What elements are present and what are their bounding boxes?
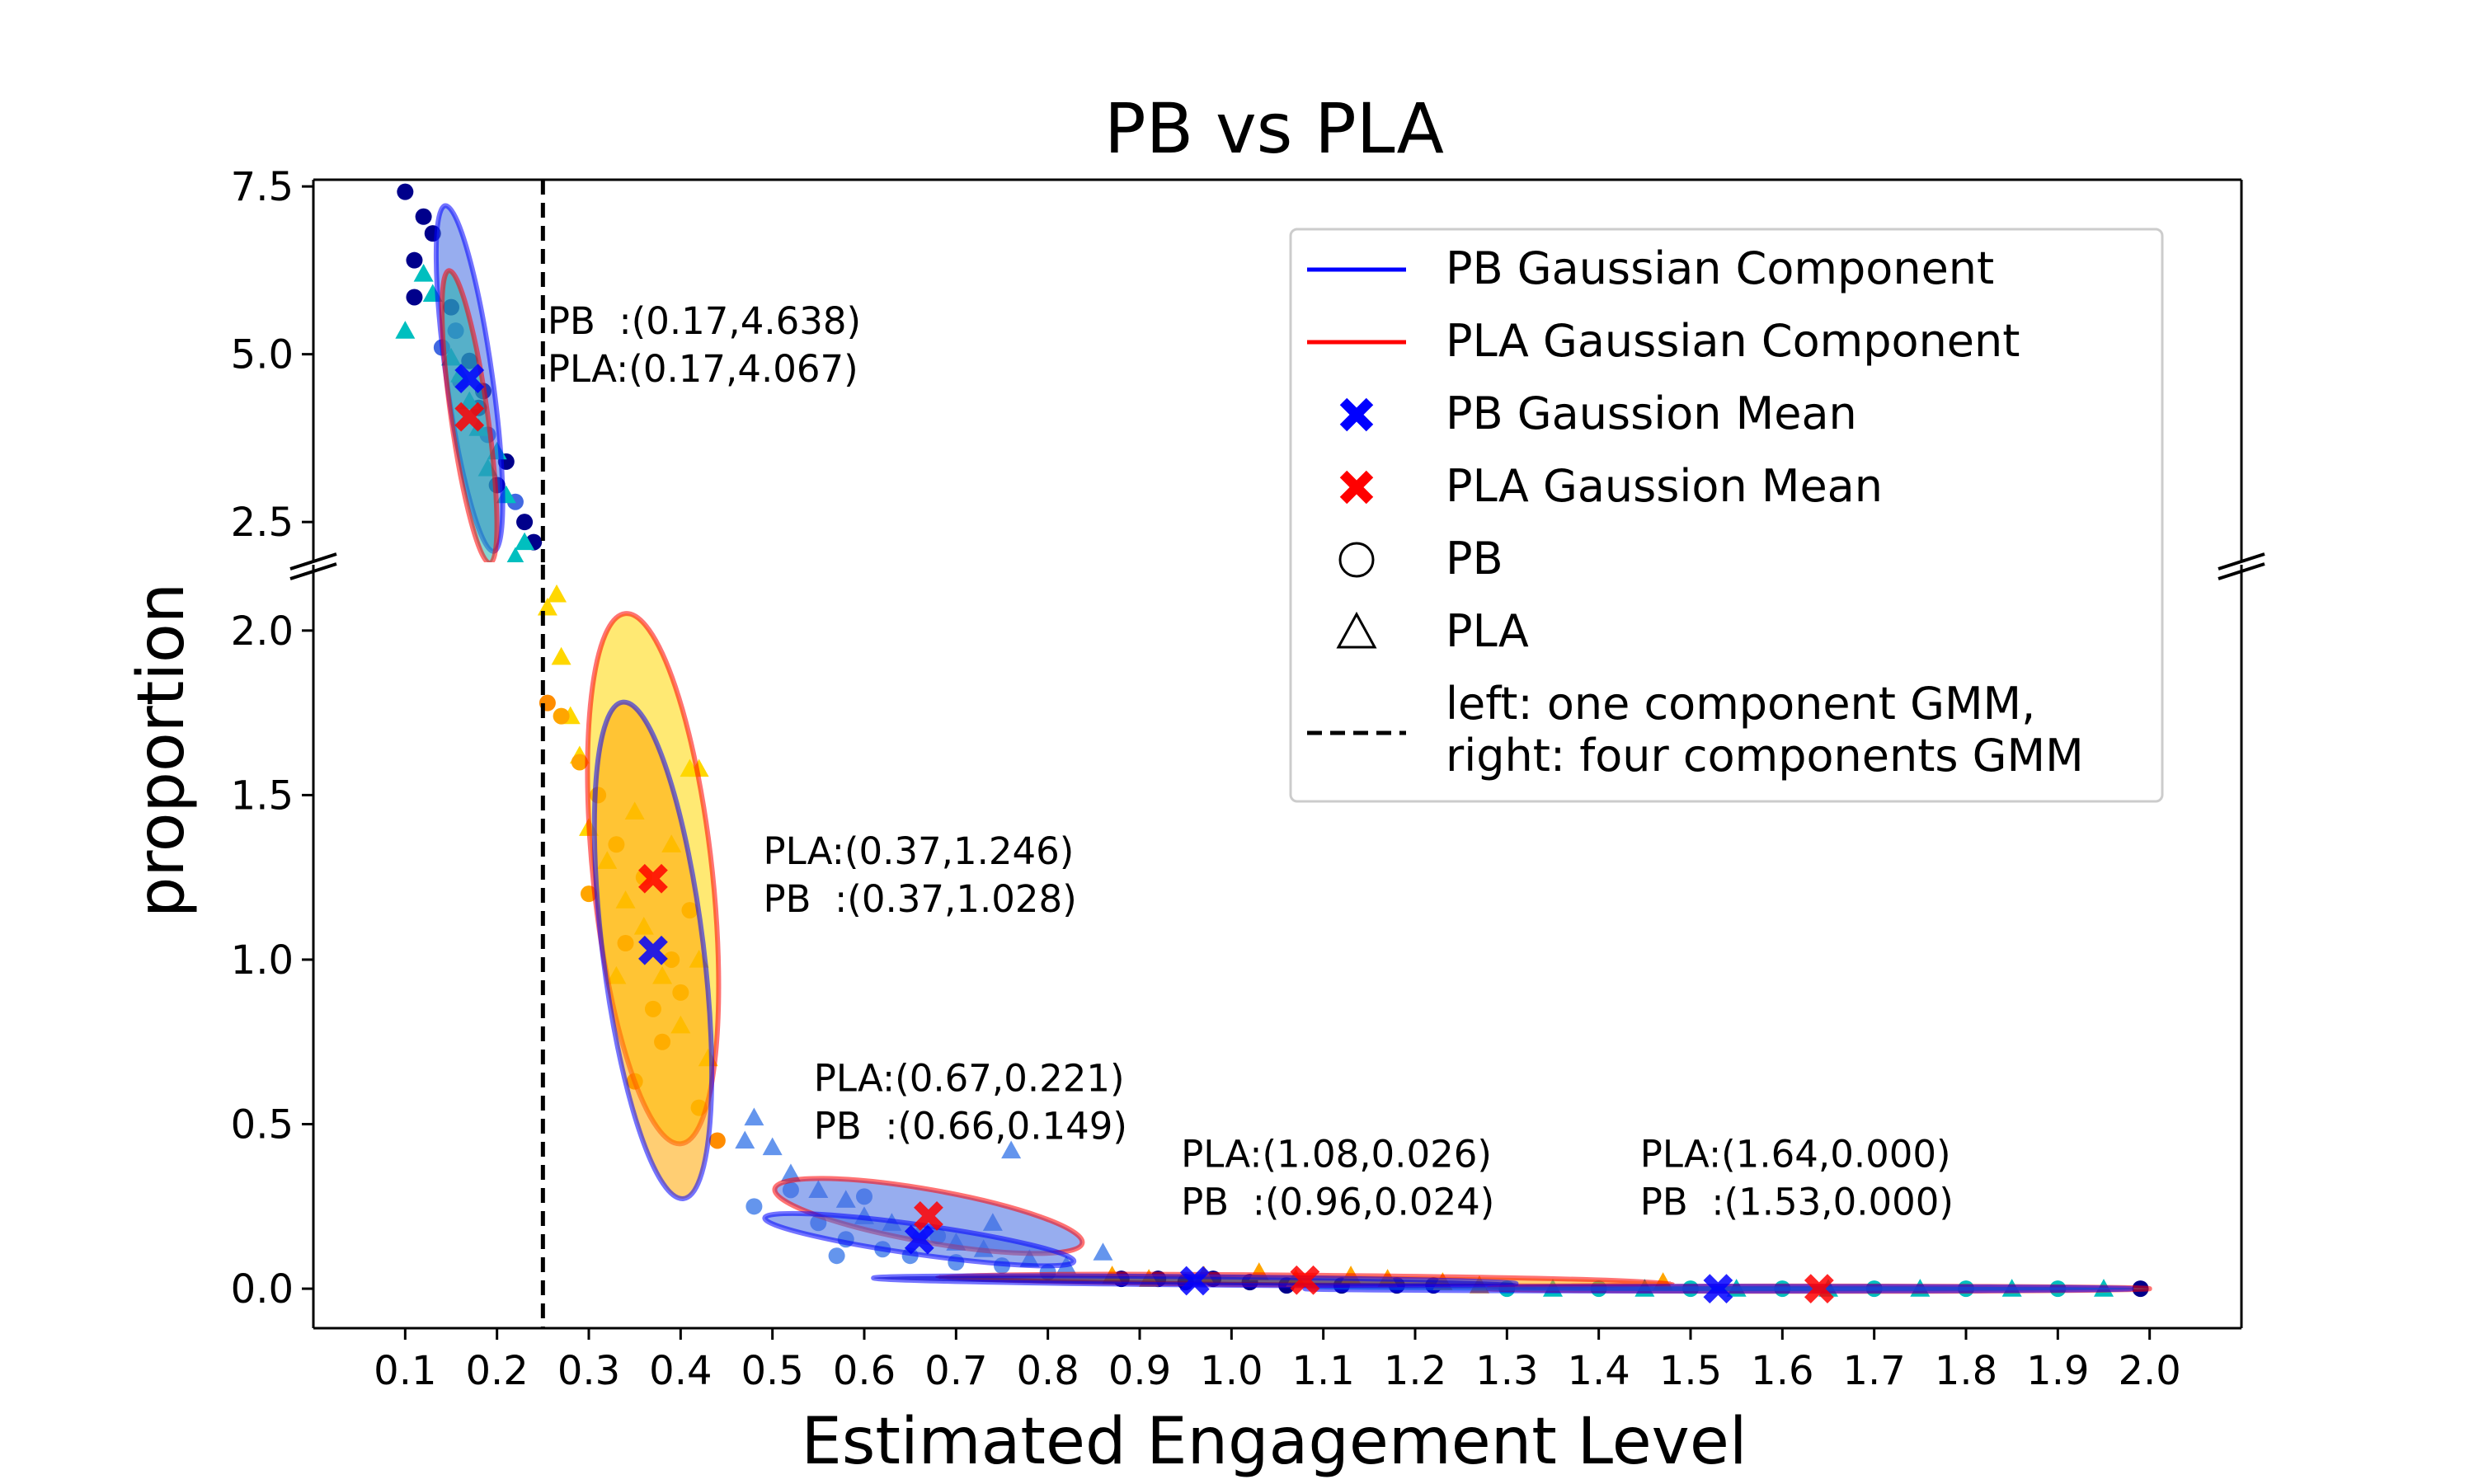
x-tick-label: 0.1 <box>374 1348 436 1394</box>
annotation-line: PB :(0.37,1.028) <box>764 877 1077 921</box>
x-tick-label: 1.4 <box>1567 1348 1630 1394</box>
pb-point <box>571 754 588 771</box>
legend-label: PB <box>1446 533 1503 585</box>
y-tick-label-top: 7.5 <box>231 164 294 210</box>
pb-point <box>415 208 432 225</box>
y-tick-label-top: 5.0 <box>231 332 294 378</box>
pb-point <box>828 1247 845 1265</box>
pla-point <box>515 532 535 551</box>
axis-break-mark-left <box>289 552 337 571</box>
bottom-panel-marks <box>537 584 2152 1303</box>
x-tick-label: 0.7 <box>924 1348 987 1394</box>
x-tick-label: 1.2 <box>1384 1348 1446 1394</box>
legend-label: left: one component GMM, <box>1446 678 2035 730</box>
pb-gaussian-mean-marker <box>904 1224 934 1255</box>
legend: PB Gaussian Component PLA Gaussian Compon… <box>1289 228 2164 803</box>
legend-label: PLA <box>1446 605 1529 657</box>
pla-gaussian-mean-marker <box>914 1201 943 1231</box>
pb-point <box>745 1198 763 1215</box>
x-tick-label: 0.6 <box>833 1348 896 1394</box>
plot-layer: 2.5 5.0 7.5 0.0 0.5 1.0 1.5 2.0 0.1 0.2 0.3 0.4 0.5 0… <box>231 164 2265 1394</box>
pla-point <box>506 547 524 562</box>
annotation-line: PLA:(1.08,0.026) <box>1181 1132 1492 1176</box>
annotation-line: PB :(0.66,0.149) <box>814 1105 1127 1148</box>
x-tick-label: 2.0 <box>2118 1348 2180 1394</box>
legend-circle-swatch <box>1338 542 1375 578</box>
x-tick-label: 1.7 <box>1842 1348 1905 1394</box>
axis-break-mark-left <box>289 562 337 580</box>
annotation-line: PB :(1.53,0.000) <box>1640 1180 1954 1223</box>
pb-gaussian-mean-marker <box>454 364 485 394</box>
pla-point <box>551 646 571 665</box>
annotation-line: PB :(0.17,4.638) <box>548 299 861 343</box>
x-tick-label: 0.8 <box>1016 1348 1079 1394</box>
annotation-line: PLA:(0.67,0.221) <box>814 1057 1125 1101</box>
legend-label: PLA Gaussian Component <box>1446 315 2020 367</box>
x-tick-label: 1.6 <box>1751 1348 1813 1394</box>
pb-point <box>397 183 414 200</box>
pla-gaussian-mean-marker <box>1804 1274 1834 1303</box>
y-tick-label-bottom: 0.5 <box>231 1102 294 1148</box>
x-tick-label: 0.3 <box>557 1348 620 1394</box>
legend-label: PB Gaussian Component <box>1446 242 1994 294</box>
x-tick-label: 0.5 <box>741 1348 803 1394</box>
pb-point <box>406 251 423 269</box>
top-panel-marks <box>395 183 543 562</box>
x-tick-label: 0.4 <box>649 1348 712 1394</box>
pla-gaussian-mean-marker <box>454 402 485 432</box>
y-tick-label-bottom: 1.5 <box>231 773 294 819</box>
y-tick-label-bottom: 1.0 <box>231 937 294 984</box>
legend-box <box>1289 228 2164 803</box>
pla-gaussian-mean-marker <box>1290 1265 1320 1295</box>
pb-gaussian-mean-marker <box>638 935 668 965</box>
legend-triangle-swatch <box>1336 611 1377 649</box>
x-tick-label: 0.2 <box>465 1348 528 1394</box>
x-tick-label: 1.1 <box>1291 1348 1354 1394</box>
chart-title: PB vs PLA <box>1104 88 1444 169</box>
pla-point <box>762 1137 783 1156</box>
axis-break-mark-right <box>2218 562 2265 580</box>
pb-point <box>553 707 570 725</box>
x-axis-label: Estimated Engagement Level <box>801 1405 1747 1479</box>
y-tick-label-bottom: 2.0 <box>231 608 294 655</box>
pla-point <box>547 584 567 603</box>
pb-point <box>516 514 534 531</box>
x-tick-label: 1.8 <box>1935 1348 1997 1394</box>
legend-x-swatch <box>1339 397 1374 432</box>
x-tick-label: 1.0 <box>1200 1348 1263 1394</box>
x-tick-label: 1.3 <box>1475 1348 1538 1394</box>
pb-point <box>708 1132 726 1149</box>
pla-point <box>1093 1242 1113 1261</box>
annotation-line: PLA:(1.64,0.000) <box>1640 1132 1951 1176</box>
pla-point <box>395 321 416 339</box>
x-tick-label: 1.9 <box>2026 1348 2089 1394</box>
pla-point <box>780 1163 801 1182</box>
pb-point <box>406 289 423 306</box>
x-tick-label: 1.5 <box>1659 1348 1722 1394</box>
axis-break-mark-right <box>2218 552 2265 571</box>
y-axis-label: proportion <box>125 583 199 918</box>
annotation-line: PLA:(0.37,1.246) <box>764 829 1075 873</box>
pla-point <box>735 1130 755 1149</box>
y-tick-label-bottom: 0.0 <box>231 1266 294 1313</box>
pb-gaussian-mean-marker <box>1703 1274 1733 1303</box>
pla-point <box>1001 1140 1022 1159</box>
legend-label: PB Gaussion Mean <box>1446 387 1857 439</box>
annotation-line: PLA:(0.17,4.067) <box>548 347 858 391</box>
legend-label: PLA Gaussion Mean <box>1446 460 1883 512</box>
y-tick-label-top: 2.5 <box>231 500 294 546</box>
annotation-line: PB :(0.96,0.024) <box>1181 1180 1494 1223</box>
pla-gaussian-mean-marker <box>638 863 668 894</box>
x-tick-label: 0.9 <box>1108 1348 1171 1394</box>
pla-point <box>413 263 434 282</box>
legend-x-swatch <box>1339 470 1374 505</box>
legend-label: right: four components GMM <box>1446 730 2084 782</box>
pla-point <box>744 1107 764 1126</box>
pb-gaussian-mean-marker <box>1179 1266 1210 1296</box>
